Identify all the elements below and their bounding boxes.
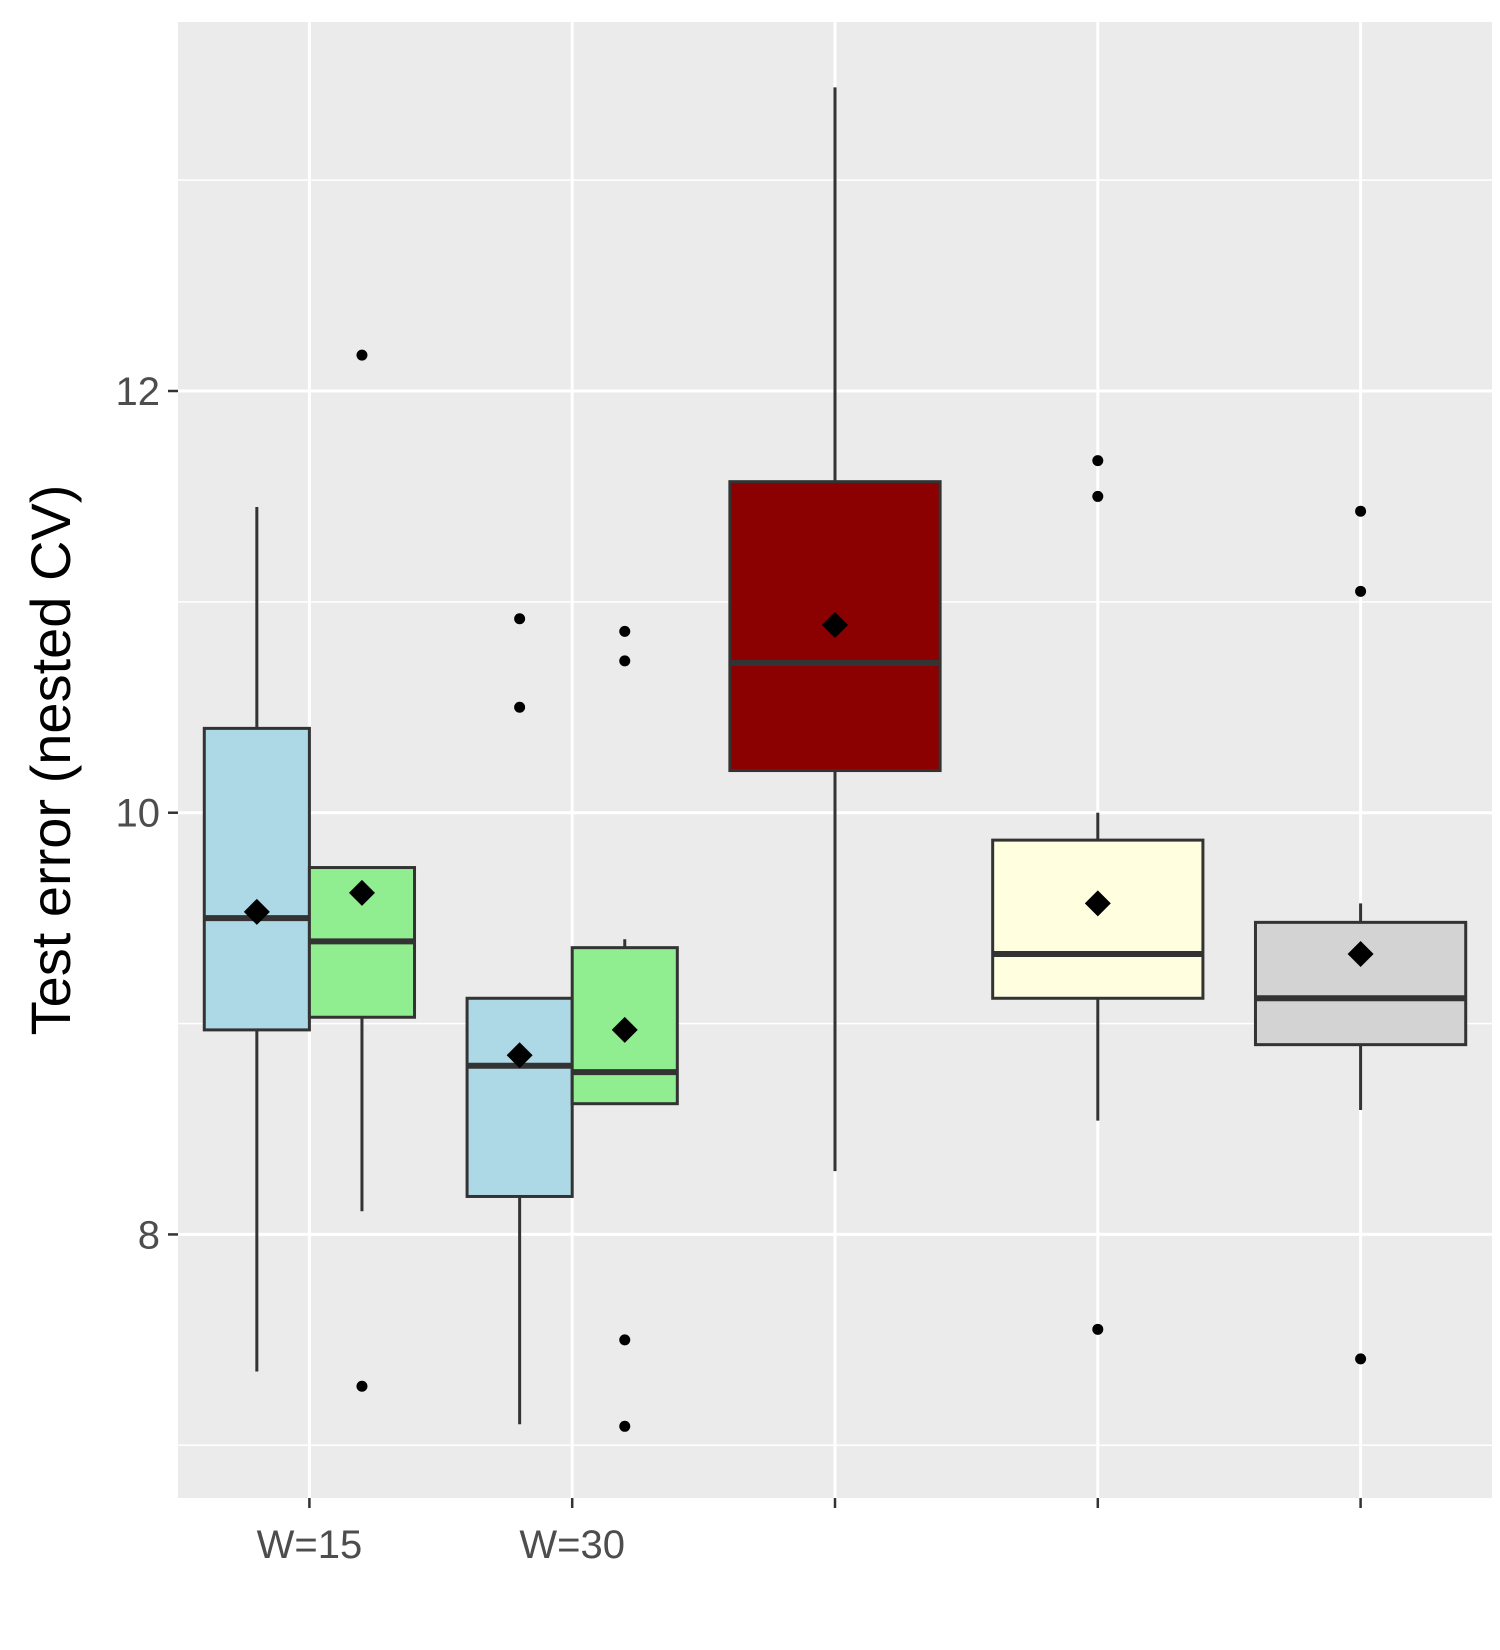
x-tick-label: W=15 xyxy=(257,1523,363,1567)
mean-marker xyxy=(611,1016,638,1043)
outlier-point xyxy=(1355,505,1367,517)
box-group xyxy=(570,625,679,1432)
mean-marker xyxy=(822,612,848,639)
y-tick-label: 12 xyxy=(116,370,161,414)
outlier-point xyxy=(619,1420,631,1432)
box-group xyxy=(307,349,417,1392)
box-group xyxy=(728,87,942,1172)
outlier-point xyxy=(1355,585,1367,597)
y-axis-title: Test error (nested CV) xyxy=(19,485,82,1036)
mean-marker xyxy=(243,898,270,925)
box-group xyxy=(1253,505,1468,1365)
box-group xyxy=(465,613,574,1425)
outlier-point xyxy=(514,701,526,713)
outlier-point xyxy=(1092,455,1104,467)
outlier-point xyxy=(619,655,631,667)
box-iqr xyxy=(202,726,311,1032)
mean-marker xyxy=(1084,890,1111,917)
outlier-point xyxy=(356,1380,368,1392)
outlier-point xyxy=(1355,1353,1367,1365)
outlier-point xyxy=(1092,490,1104,502)
box-group xyxy=(991,455,1205,1335)
box-iqr xyxy=(991,838,1205,1000)
outlier-point xyxy=(514,613,526,625)
mean-marker xyxy=(1347,940,1374,967)
box-iqr xyxy=(465,996,574,1198)
y-tick-label: 8 xyxy=(138,1213,160,1257)
y-tick-label: 10 xyxy=(116,792,161,836)
outlier-point xyxy=(619,1334,631,1346)
box-iqr xyxy=(1253,920,1468,1047)
box-group xyxy=(202,506,311,1372)
outlier-point xyxy=(619,625,631,637)
mean-marker xyxy=(348,879,375,906)
axes-layer: 8 10 12 W=15 W=30 xyxy=(116,370,1362,1567)
boxes-layer xyxy=(202,87,1468,1432)
outlier-point xyxy=(1092,1323,1104,1335)
mean-marker xyxy=(506,1042,533,1069)
outlier-point xyxy=(356,349,368,361)
x-tick-label: W=30 xyxy=(519,1523,625,1567)
